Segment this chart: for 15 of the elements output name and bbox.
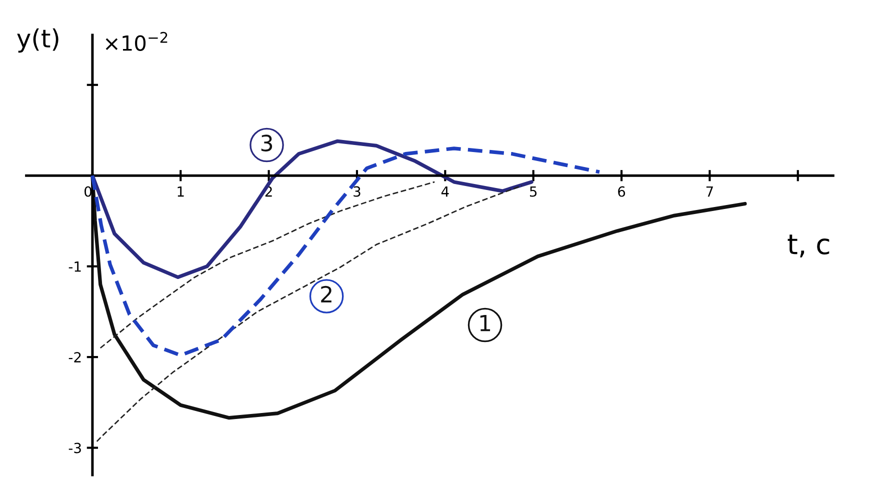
x-tick-label: 7 bbox=[706, 186, 713, 197]
x-tick-label: 4 bbox=[441, 186, 449, 197]
x-tick-label: 5 bbox=[530, 186, 537, 197]
y-tick-label: -3 bbox=[68, 442, 81, 454]
x-tick-label: 3 bbox=[354, 186, 360, 197]
series-label: 1 bbox=[480, 314, 490, 332]
x-tick-label: 1 bbox=[178, 186, 184, 197]
y-tick-label: -1 bbox=[68, 261, 81, 272]
y-axis-title: y(t) bbox=[17, 28, 58, 53]
annotation: ×10$^{−2}$ bbox=[106, 32, 168, 51]
series-label: 2 bbox=[321, 286, 332, 302]
x-axis-title: t, c bbox=[788, 234, 830, 258]
x-tick-label: 6 bbox=[618, 186, 626, 197]
series-label: 3 bbox=[261, 134, 272, 152]
y-tick-label: -2 bbox=[68, 352, 81, 362]
